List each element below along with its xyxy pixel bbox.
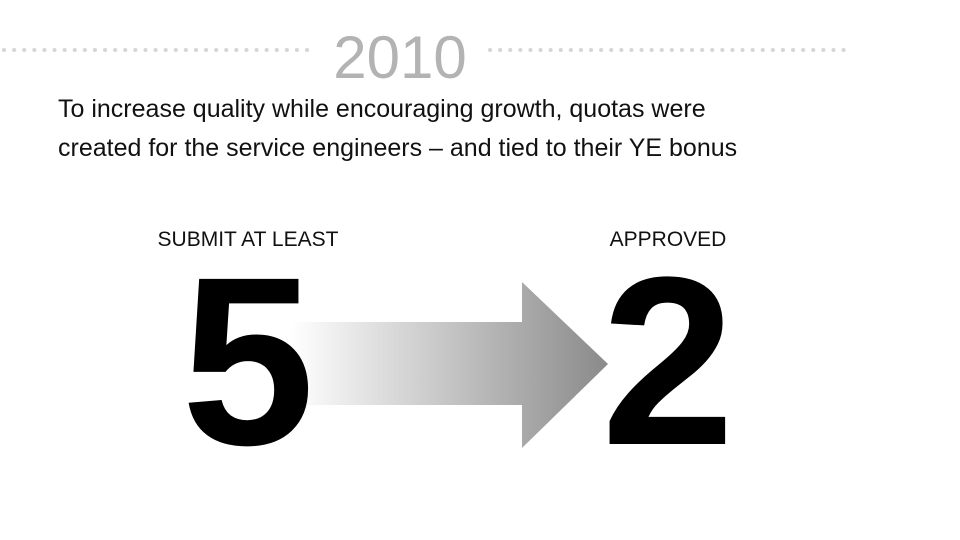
right-number: 2 xyxy=(601,227,734,495)
left-label: SUBMIT AT LEAST xyxy=(158,228,339,251)
slide-title: 2010 xyxy=(333,24,466,91)
body-line: created for the service engineers – and … xyxy=(58,134,737,162)
body-line: To increase quality while encouraging gr… xyxy=(58,95,706,123)
left-number: 5 xyxy=(181,227,314,495)
right-label: APPROVED xyxy=(610,228,727,251)
arrow xyxy=(290,282,608,448)
